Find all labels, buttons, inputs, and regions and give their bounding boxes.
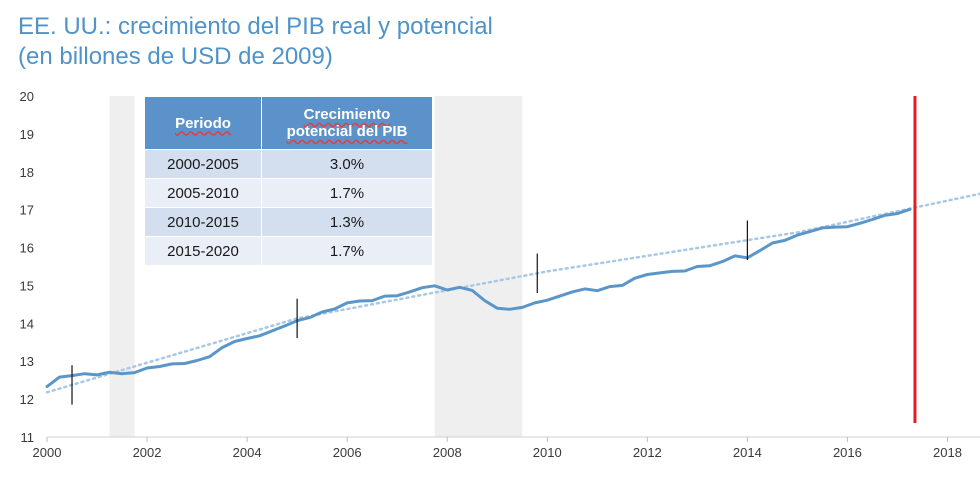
y-tick-label: 19 bbox=[20, 127, 34, 142]
table-header-row: Periodo Crecimiento potencial del PIB bbox=[144, 96, 433, 150]
cell-growth: 1.7% bbox=[261, 236, 433, 266]
cell-period: 2010-2015 bbox=[144, 207, 262, 237]
header-growth: Crecimiento potencial del PIB bbox=[261, 96, 433, 150]
y-axis: 11 12 13 14 15 16 17 18 19 20 bbox=[20, 89, 34, 445]
table-row: 2005-2010 1.7% bbox=[144, 178, 433, 208]
y-tick-label: 13 bbox=[20, 354, 34, 369]
y-tick-label: 14 bbox=[20, 316, 34, 331]
potential-gdp-line bbox=[45, 192, 980, 394]
cell-growth: 3.0% bbox=[261, 149, 433, 179]
x-tick-label: 2004 bbox=[233, 445, 262, 460]
x-tick-label: 2008 bbox=[433, 445, 462, 460]
chart-title-line2: (en billones de USD de 2009) bbox=[18, 43, 333, 70]
x-axis: 2000 2002 2004 2006 2008 2010 2012 2014 2016 2018 bbox=[33, 436, 980, 460]
cell-period: 2000-2005 bbox=[144, 149, 262, 179]
real-gdp-series bbox=[45, 207, 912, 389]
cell-growth: 1.7% bbox=[261, 178, 433, 208]
y-tick-label: 17 bbox=[20, 203, 34, 218]
table-row: 2000-2005 3.0% bbox=[144, 149, 433, 179]
x-tick-label: 2000 bbox=[33, 445, 62, 460]
chart-title: EE. UU.: crecimiento del PIB real y pote… bbox=[18, 12, 493, 72]
potential-gdp-trend bbox=[45, 192, 980, 394]
y-tick-label: 20 bbox=[20, 89, 34, 104]
y-tick-label: 15 bbox=[20, 278, 34, 293]
y-tick-label: 11 bbox=[21, 430, 35, 445]
y-tick-label: 18 bbox=[20, 165, 34, 180]
header-period: Periodo bbox=[144, 96, 262, 150]
cell-period: 2015-2020 bbox=[144, 236, 262, 266]
x-tick-label: 2002 bbox=[133, 445, 162, 460]
y-tick-label: 12 bbox=[20, 392, 34, 407]
x-tick-label: 2016 bbox=[833, 445, 862, 460]
x-tick-label: 2018 bbox=[933, 445, 962, 460]
recession-band bbox=[109, 96, 135, 437]
period-markers bbox=[71, 220, 748, 405]
recession-band bbox=[434, 96, 523, 437]
cell-growth: 1.3% bbox=[261, 207, 433, 237]
x-tick-label: 2010 bbox=[533, 445, 562, 460]
x-tick-label: 2014 bbox=[733, 445, 762, 460]
table-row: 2010-2015 1.3% bbox=[144, 207, 433, 237]
cell-period: 2005-2010 bbox=[144, 178, 262, 208]
x-tick-label: 2006 bbox=[333, 445, 362, 460]
x-tick-label: 2012 bbox=[633, 445, 662, 460]
table-row: 2015-2020 1.7% bbox=[144, 236, 433, 266]
potential-growth-table: Periodo Crecimiento potencial del PIB 20… bbox=[144, 96, 433, 266]
chart-title-line1: EE. UU.: crecimiento del PIB real y pote… bbox=[18, 13, 493, 40]
real-gdp-line bbox=[45, 207, 912, 389]
y-tick-label: 16 bbox=[20, 241, 34, 256]
recession-bands bbox=[109, 96, 523, 437]
